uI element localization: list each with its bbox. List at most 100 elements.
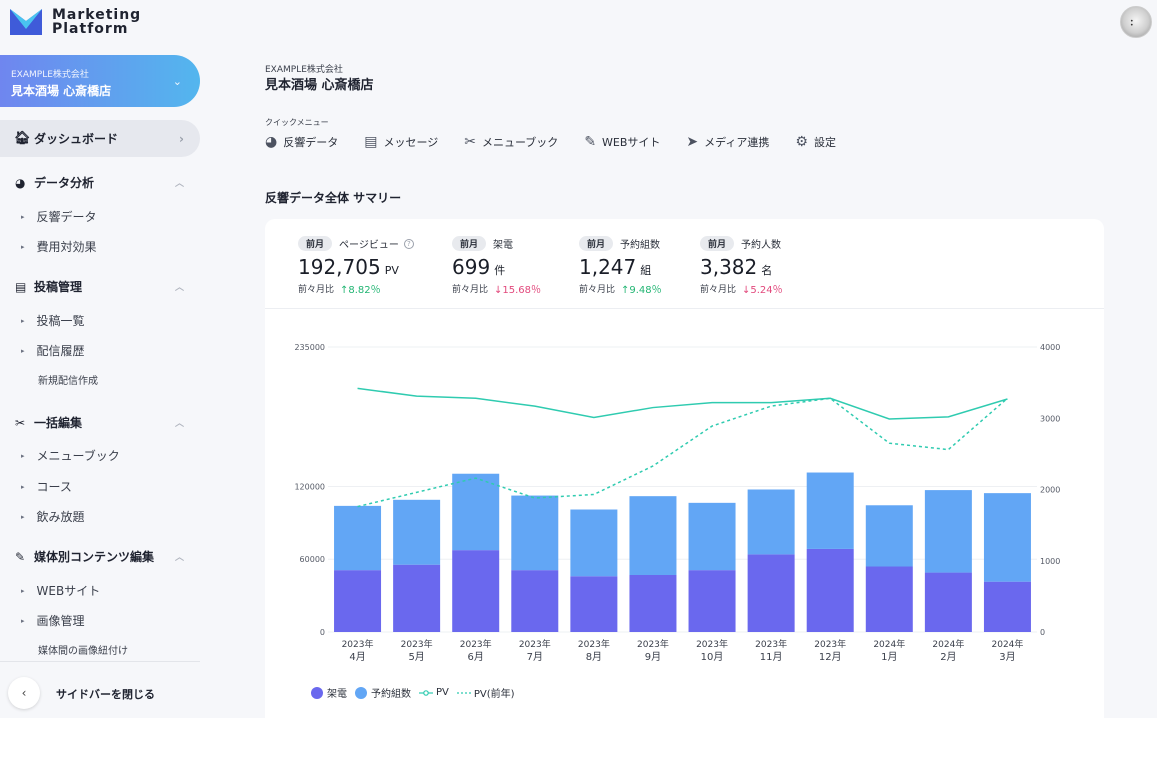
line-pv	[357, 387, 1008, 420]
chevron-up-icon: ︿	[174, 283, 184, 293]
quick-menu-media-link[interactable]: ➤ メディア連携	[686, 133, 769, 151]
x-axis-tick-label-year: 2024年	[873, 638, 905, 650]
right-axis-tick-label: 0	[1040, 628, 1045, 637]
x-axis-tick-label-year: 2023年	[578, 638, 610, 650]
sidebar-item-dashboard[interactable]: 🏠︎ ダッシュボード ›	[0, 120, 200, 157]
logo-text: Marketing Platform	[52, 8, 141, 36]
legend-item-pv[interactable]: PV	[419, 687, 449, 698]
left-axis-tick-label: 60000	[300, 555, 325, 564]
avatar-image-icon: • •	[1130, 18, 1138, 29]
right-axis-tick-label: 1000	[1040, 557, 1060, 566]
sidebar: Marketing Platform EXAMPLE株式会社 見本酒場 心斎橋店…	[0, 0, 205, 718]
bar-reservations	[747, 489, 795, 555]
send-icon: ➤	[686, 134, 699, 150]
legend-label: 架電	[327, 689, 347, 700]
x-axis-tick-label-month: 12月	[819, 651, 842, 663]
kpi-value: 192,705	[298, 255, 381, 279]
bullet-icon: ▸	[21, 346, 25, 355]
sidebar-section-media-content[interactable]: ✎ 媒体別コンテンツ編集 ︿	[15, 548, 190, 565]
legend-item-calls[interactable]: 架電	[311, 685, 347, 700]
x-axis-tick-label-year: 2023年	[755, 638, 787, 650]
kpi-label: 予約組数	[620, 240, 661, 251]
bar-reservations	[452, 473, 500, 551]
bar-calls	[452, 550, 500, 632]
quick-menu-label: メッセージ	[383, 136, 439, 149]
bullet-icon: ▸	[21, 482, 25, 491]
sidebar-item-label: WEBサイト	[36, 584, 101, 598]
gear-icon: ⚙	[795, 134, 808, 150]
x-axis-tick-label-month: 3月	[999, 651, 1015, 663]
sidebar-section-posts[interactable]: ▤ 投稿管理 ︿	[15, 278, 190, 295]
quick-menu-website[interactable]: ✎ WEBサイト	[584, 133, 660, 151]
bar-calls	[570, 576, 618, 632]
sidebar-item-course[interactable]: ▸ コース	[21, 478, 72, 495]
kpi-compare-label: 前々月比	[452, 285, 489, 295]
kpi-change: ↑9.48％	[621, 285, 662, 296]
legend-item-pv-previous-year[interactable]: PV(前年)	[456, 685, 515, 700]
chevron-up-icon: ︿	[174, 419, 184, 429]
x-axis-tick-label-month: 11月	[760, 651, 783, 663]
x-axis-tick-label-year: 2023年	[637, 638, 669, 650]
x-axis-tick-label-month: 2月	[940, 651, 956, 663]
help-icon[interactable]: ?	[403, 238, 414, 249]
kpi-compare-label: 前々月比	[579, 285, 616, 295]
sidebar-item-response-data[interactable]: ▸ 反響データ	[21, 208, 97, 225]
sidebar-item-label: 投稿一覧	[36, 314, 85, 328]
kpi-label: 予約人数	[741, 240, 782, 251]
bar-calls	[806, 548, 854, 632]
x-axis-tick-label-month: 10月	[701, 651, 724, 663]
bar-reservations	[629, 496, 677, 575]
sidebar-item-cost-effectiveness[interactable]: ▸ 費用対効果	[21, 238, 97, 255]
store-selector[interactable]: EXAMPLE株式会社 見本酒場 心斎橋店 ⌄	[0, 55, 200, 107]
quick-menu-menubook[interactable]: ✂ メニューブック	[464, 133, 558, 151]
sidebar-item-all-you-can-drink[interactable]: ▸ 飲み放題	[21, 508, 85, 525]
sidebar-item-label: ダッシュボード	[34, 132, 119, 146]
kpi-value: 3,382	[700, 255, 758, 279]
sidebar-divider	[0, 661, 200, 662]
quick-menu-label: 反響データ	[283, 136, 339, 149]
sidebar-section-bulk-edit[interactable]: ✂ 一括編集 ︿	[15, 414, 190, 431]
quick-menu-label: メニューブック	[481, 136, 559, 149]
user-avatar[interactable]: • •	[1120, 6, 1152, 38]
sidebar-item-post-list[interactable]: ▸ 投稿一覧	[21, 312, 85, 329]
sidebar-section-analysis[interactable]: ◕ データ分析 ︿	[15, 174, 190, 191]
sidebar-section-label: 一括編集	[34, 416, 83, 430]
page-title: 見本酒場 心斎橋店	[265, 78, 374, 93]
legend-line-icon	[419, 689, 433, 696]
bar-calls	[983, 581, 1031, 632]
bar-reservations	[806, 472, 854, 549]
app-logo[interactable]: Marketing Platform	[10, 8, 141, 36]
kpi-compare-label: 前々月比	[700, 285, 737, 295]
chevron-left-icon: ‹	[21, 686, 27, 700]
legend-item-reservations[interactable]: 予約組数	[355, 685, 411, 700]
quick-menu-title: クイックメニュー	[265, 118, 329, 127]
sidebar-item-menubook[interactable]: ▸ メニューブック	[21, 447, 120, 464]
sidebar-item-image-management[interactable]: ▸ 画像管理	[21, 612, 85, 629]
left-axis-tick-label: 0	[320, 628, 325, 637]
kpi-label: ページビュー	[339, 240, 399, 251]
sidebar-item-label: 反響データ	[36, 210, 97, 224]
message-icon: ▤	[364, 134, 378, 150]
bullet-icon: ▸	[21, 616, 25, 625]
period-badge: 前月	[452, 236, 487, 251]
bar-calls	[924, 572, 972, 632]
collapse-sidebar-button[interactable]: ‹	[8, 677, 40, 709]
kpi-divider	[265, 308, 1104, 309]
quick-menu-response-data[interactable]: ◕ 反響データ	[265, 133, 338, 151]
kpi-reservation-groups: 前月 予約組数 1,247 組 前々月比 ↑9.48％	[579, 236, 662, 296]
bar-calls	[688, 570, 736, 632]
quick-menu-settings[interactable]: ⚙ 設定	[795, 133, 836, 151]
right-axis-tick-label: 2000	[1040, 486, 1060, 495]
sidebar-item-delivery-history[interactable]: ▸ 配信履歴	[21, 342, 85, 359]
sidebar-item-image-link[interactable]: 媒体間の画像紐付け	[38, 646, 128, 657]
quick-menu-message[interactable]: ▤ メッセージ	[364, 133, 438, 151]
bar-calls	[511, 570, 559, 632]
store-company: EXAMPLE株式会社	[11, 70, 89, 80]
sidebar-item-website[interactable]: ▸ WEBサイト	[21, 582, 100, 599]
sidebar-item-new-delivery[interactable]: 新規配信作成	[38, 376, 98, 387]
collapse-sidebar-label[interactable]: サイドバーを閉じる	[56, 688, 155, 701]
chevron-up-icon: ︿	[174, 179, 184, 189]
sidebar-item-label: 飲み放題	[36, 510, 85, 524]
logo-line-1: Marketing	[52, 7, 142, 23]
x-axis-tick-label-month: 7月	[527, 651, 543, 663]
